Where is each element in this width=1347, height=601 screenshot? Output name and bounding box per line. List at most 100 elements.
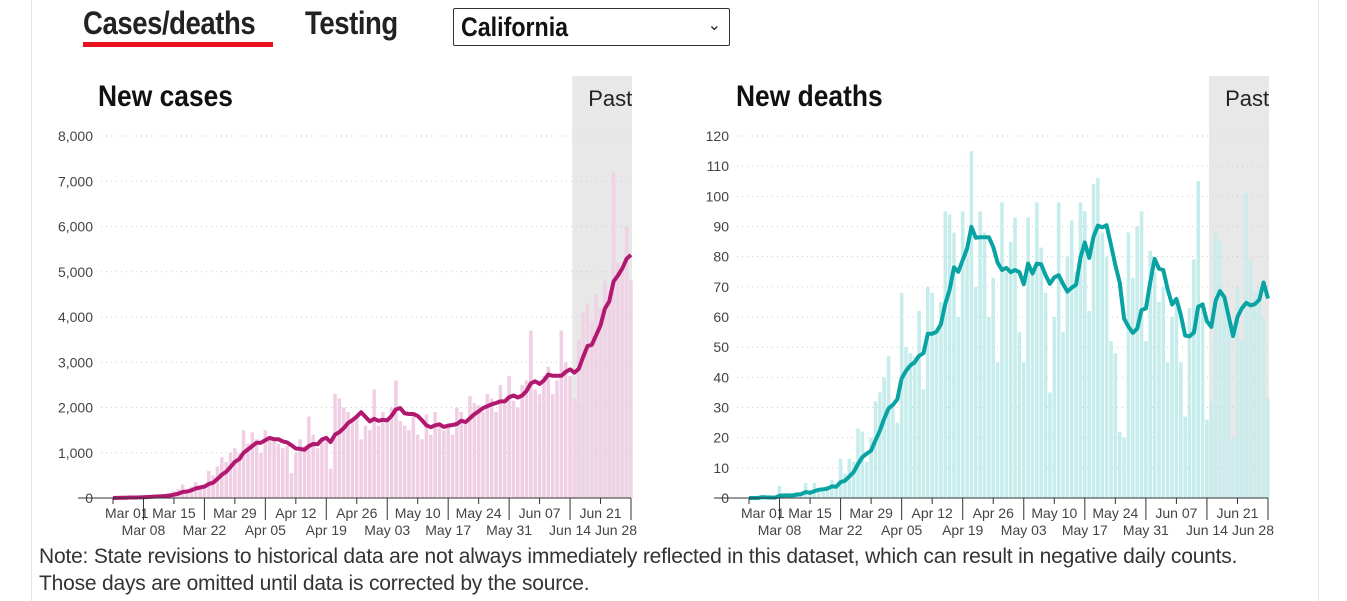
y-tick-label: 5,000 bbox=[58, 264, 93, 280]
bar bbox=[251, 432, 255, 498]
x-tick-label: May 24 bbox=[1092, 505, 1138, 521]
bar bbox=[1240, 341, 1244, 498]
bar bbox=[407, 430, 411, 498]
bar bbox=[507, 376, 511, 498]
bar bbox=[625, 227, 629, 499]
x-tick-label: May 24 bbox=[456, 505, 502, 521]
bar bbox=[1100, 233, 1104, 498]
bar bbox=[991, 278, 995, 498]
bar bbox=[607, 290, 611, 498]
bar bbox=[224, 462, 228, 498]
x-tick-label: May 17 bbox=[425, 522, 471, 538]
bar bbox=[896, 423, 900, 498]
bar bbox=[481, 412, 485, 498]
bar bbox=[351, 419, 355, 498]
bar bbox=[377, 426, 381, 498]
bar bbox=[1053, 317, 1057, 498]
x-tick-label: Apr 05 bbox=[245, 522, 286, 538]
bar bbox=[573, 398, 577, 498]
bar bbox=[1105, 257, 1109, 498]
bar bbox=[438, 423, 442, 498]
bar bbox=[1196, 181, 1200, 498]
bar bbox=[355, 417, 359, 498]
x-tick-label: Mar 08 bbox=[758, 522, 802, 538]
bar bbox=[1013, 217, 1017, 498]
bar bbox=[1127, 233, 1131, 498]
bar bbox=[1227, 317, 1231, 498]
bar bbox=[290, 473, 294, 498]
bar bbox=[255, 439, 259, 498]
x-tick-label: Mar 15 bbox=[152, 505, 196, 521]
bar bbox=[1009, 242, 1013, 498]
bar bbox=[281, 448, 285, 498]
bar bbox=[1162, 287, 1166, 498]
y-tick-label: 120 bbox=[706, 128, 730, 144]
bar bbox=[520, 385, 524, 498]
bar bbox=[1201, 302, 1205, 498]
bar bbox=[599, 308, 603, 498]
x-tick-label: Apr 26 bbox=[973, 505, 1014, 521]
bar bbox=[900, 293, 904, 498]
bar bbox=[629, 281, 633, 498]
bar bbox=[970, 151, 974, 498]
bar bbox=[442, 430, 446, 498]
bar bbox=[329, 469, 333, 498]
bar bbox=[861, 432, 865, 498]
y-tick-label: 1,000 bbox=[58, 445, 93, 461]
y-tick-label: 40 bbox=[713, 369, 729, 385]
bar bbox=[586, 303, 590, 498]
bar bbox=[874, 401, 878, 498]
bar bbox=[364, 426, 368, 498]
bar bbox=[525, 380, 529, 498]
bar bbox=[211, 475, 215, 498]
bar bbox=[1122, 438, 1126, 498]
bar bbox=[477, 405, 481, 498]
bar bbox=[1087, 311, 1091, 498]
y-tick-label: 80 bbox=[713, 249, 729, 265]
bar bbox=[464, 421, 468, 498]
bar bbox=[1140, 211, 1144, 498]
bar bbox=[494, 412, 498, 498]
bar bbox=[547, 367, 551, 498]
bar bbox=[529, 331, 533, 498]
x-tick-label: Mar 08 bbox=[122, 522, 166, 538]
bar bbox=[446, 426, 450, 498]
bar bbox=[486, 394, 490, 498]
y-tick-label: 20 bbox=[713, 430, 729, 446]
bar bbox=[420, 439, 424, 498]
bar bbox=[429, 435, 433, 498]
x-tick-label: May 31 bbox=[1123, 522, 1169, 538]
bar bbox=[359, 439, 363, 498]
bar bbox=[1114, 353, 1118, 498]
bar bbox=[1022, 362, 1026, 498]
x-tick-label: May 31 bbox=[486, 522, 532, 538]
bar bbox=[1039, 248, 1043, 498]
bar bbox=[1231, 438, 1235, 498]
bar bbox=[338, 398, 342, 498]
bar bbox=[394, 380, 398, 498]
x-tick-label: May 10 bbox=[1031, 505, 1077, 521]
y-tick-label: 6,000 bbox=[58, 219, 93, 235]
bar bbox=[1070, 220, 1074, 498]
bar bbox=[930, 293, 934, 498]
bar bbox=[1026, 217, 1030, 498]
x-tick-label: Mar 01 bbox=[741, 505, 785, 521]
bar bbox=[974, 287, 978, 498]
bar bbox=[1183, 417, 1187, 498]
bar bbox=[1223, 302, 1227, 498]
bar bbox=[922, 389, 926, 498]
bar bbox=[1179, 362, 1183, 498]
bar bbox=[1048, 392, 1052, 498]
bar bbox=[555, 380, 559, 498]
y-tick-label: 110 bbox=[707, 158, 730, 174]
bar bbox=[416, 435, 420, 498]
bar bbox=[1018, 332, 1022, 498]
bar bbox=[403, 426, 407, 498]
bar bbox=[821, 492, 825, 498]
bar bbox=[1262, 317, 1266, 498]
bar bbox=[1131, 278, 1135, 498]
bar bbox=[948, 214, 952, 498]
bar bbox=[1257, 287, 1261, 498]
chart-title: New deaths bbox=[736, 78, 883, 112]
x-tick-label: May 03 bbox=[1001, 522, 1047, 538]
